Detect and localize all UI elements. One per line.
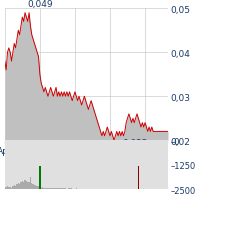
Bar [55, 188, 57, 189]
Bar [38, 186, 39, 189]
Bar [45, 188, 46, 189]
Bar [53, 188, 54, 189]
Bar [43, 188, 45, 189]
Bar [49, 188, 50, 189]
Bar [19, 184, 20, 189]
Bar [41, 188, 42, 189]
Bar [58, 188, 60, 189]
Bar [61, 188, 62, 189]
Text: 0,022: 0,022 [122, 138, 148, 147]
Bar [4, 185, 6, 189]
Bar [47, 188, 49, 189]
Bar [6, 188, 7, 189]
Bar [11, 188, 12, 189]
Bar [51, 188, 53, 189]
Bar [23, 182, 24, 189]
Bar [7, 186, 8, 189]
Bar [36, 186, 38, 189]
Bar [14, 185, 15, 189]
Bar [15, 186, 16, 189]
Bar [31, 184, 32, 189]
Bar [42, 188, 43, 189]
Bar [16, 185, 18, 189]
Bar [60, 188, 61, 189]
Bar [27, 182, 28, 189]
Bar [26, 181, 27, 189]
Bar [39, 166, 41, 189]
Bar [10, 188, 11, 189]
Bar [32, 185, 34, 189]
Bar [20, 182, 22, 189]
Bar [46, 188, 47, 189]
Text: 0,049: 0,049 [28, 0, 53, 9]
Bar [30, 178, 31, 189]
Bar [24, 181, 26, 189]
Bar [63, 188, 65, 189]
Bar [35, 185, 36, 189]
Bar [54, 188, 55, 189]
Bar [50, 188, 51, 189]
Bar [18, 184, 19, 189]
Bar [138, 166, 139, 189]
Bar [57, 188, 58, 189]
Bar [34, 185, 35, 189]
Bar [12, 186, 14, 189]
Bar [28, 182, 30, 189]
Bar [69, 188, 70, 189]
Bar [22, 182, 23, 189]
Bar [8, 187, 10, 189]
